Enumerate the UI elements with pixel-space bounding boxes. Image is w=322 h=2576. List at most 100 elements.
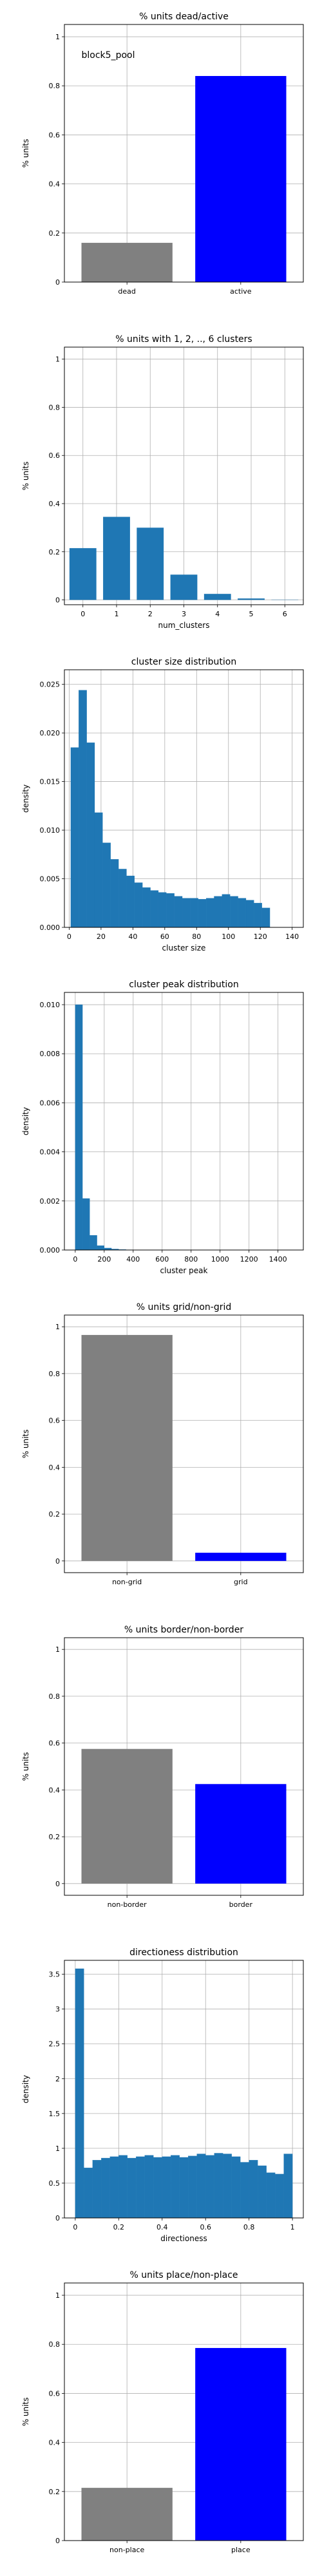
histogram-bar — [266, 2172, 276, 2219]
bar — [69, 548, 97, 600]
x-axis-label: num_clusters — [158, 621, 210, 630]
y-tick-label: 0.008 — [40, 1050, 61, 1058]
y-tick-label: 1 — [55, 355, 60, 364]
histogram-bar — [174, 896, 183, 928]
histogram-bar — [231, 2156, 241, 2219]
chart-panel: 0 0.2 0.4 0.6 0.8 1 non-border border % units bo… — [21, 1625, 304, 1909]
bar — [195, 1553, 287, 1561]
y-axis-label: density — [21, 784, 30, 813]
histogram-bar — [190, 898, 198, 928]
axes-frame — [64, 1314, 304, 1573]
x-tick-label: 0.8 — [243, 2223, 255, 2231]
histogram-bar — [153, 2157, 162, 2219]
x-tick-label: 120 — [254, 933, 267, 941]
axes-frame — [64, 1637, 304, 1896]
x-tick-label: non-border — [108, 1900, 147, 1909]
y-tick-label: 1 — [55, 2291, 60, 2300]
histogram-bar — [245, 900, 254, 928]
y-tick-label: 0.006 — [40, 1099, 61, 1107]
y-tick-label: 0.8 — [49, 1692, 61, 1701]
histogram-bar — [182, 898, 191, 928]
y-axis-label: density — [21, 2075, 30, 2103]
axes-frame — [64, 24, 304, 283]
x-tick-label: 0 — [73, 2223, 77, 2231]
x-tick-label: 600 — [155, 1255, 169, 1264]
y-axis-label: % units — [21, 462, 30, 491]
y-tick-label: 0 — [55, 1880, 60, 1888]
histogram-bar — [214, 896, 223, 928]
y-tick-label: 3.5 — [49, 1971, 61, 1979]
histogram-bar — [134, 882, 143, 928]
x-tick-label: 60 — [160, 933, 169, 941]
x-tick-label: 100 — [222, 933, 235, 941]
y-tick-label: 0.6 — [49, 451, 61, 460]
x-tick-label: 0 — [80, 610, 85, 618]
histogram-bar — [75, 1004, 83, 1251]
y-tick-label: 0 — [55, 596, 60, 605]
histogram-bar — [75, 1968, 84, 2219]
histogram-bar — [230, 896, 238, 928]
x-tick-label: grid — [234, 1578, 248, 1586]
histogram-bar — [142, 887, 151, 928]
x-tick-label: 40 — [128, 933, 137, 941]
chart-title: % units place/non-place — [129, 2270, 238, 2280]
axes-frame — [64, 669, 304, 928]
x-tick-label: 2 — [148, 610, 153, 618]
histogram-bar — [127, 2157, 137, 2219]
x-tick-label: 800 — [184, 1255, 198, 1264]
chart-panel: 0.000 0.005 0.010 0.015 0.020 0.025 0 20 40 60 80 1… — [21, 657, 304, 952]
y-tick-label: 1 — [55, 1323, 60, 1331]
x-tick-label: 140 — [285, 933, 299, 941]
y-axis-label: % units — [21, 139, 30, 168]
histogram-bar — [275, 2174, 284, 2219]
histogram-bar — [144, 2155, 154, 2219]
histogram-bar — [102, 842, 111, 928]
chart-title: % units grid/non-grid — [137, 1302, 232, 1312]
bar — [195, 1784, 287, 1884]
histogram-bar — [136, 2156, 145, 2219]
histogram-bar — [90, 1235, 97, 1251]
y-tick-label: 0.6 — [49, 2389, 61, 2398]
chart-panel: 0.000 0.002 0.004 0.006 0.008 0.010 0 200 400 600… — [21, 980, 304, 1275]
y-tick-label: 0.2 — [49, 1833, 61, 1841]
histogram-bar — [258, 2165, 267, 2219]
y-tick-label: 0.010 — [40, 826, 61, 835]
x-tick-label: 1200 — [240, 1255, 258, 1264]
x-tick-label: dead — [118, 287, 135, 296]
y-tick-label: 0.8 — [49, 403, 61, 412]
y-tick-label: 2 — [55, 2075, 60, 2083]
bar — [81, 243, 173, 282]
y-tick-label: 1 — [55, 2145, 60, 2153]
x-tick-label: 5 — [249, 610, 254, 618]
x-tick-label: 1400 — [269, 1255, 287, 1264]
x-tick-label: place — [231, 2546, 251, 2554]
histogram-bar — [158, 892, 167, 928]
histogram-bar — [188, 2155, 197, 2219]
axes-frame — [64, 346, 304, 605]
x-tick-label: active — [230, 287, 252, 296]
y-tick-label: 0.8 — [49, 1370, 61, 1378]
histogram-bar — [79, 690, 87, 928]
y-axis-label: % units — [21, 1752, 30, 1781]
x-tick-label: 200 — [97, 1255, 111, 1264]
x-axis-label: cluster peak — [160, 1266, 208, 1275]
y-tick-label: 0.2 — [49, 2488, 61, 2496]
y-tick-label: 2.5 — [49, 2040, 61, 2049]
histogram-bar — [240, 2162, 249, 2219]
x-tick-label: 400 — [126, 1255, 140, 1264]
y-tick-label: 0.8 — [49, 2340, 61, 2349]
x-tick-label: 0.2 — [113, 2223, 125, 2231]
x-tick-label: 80 — [192, 933, 201, 941]
chart-panel: 0 0.5 1 1.5 2 2.5 3 3.5 0 0.2 0.4 0.6 0.8 1 directione… — [21, 1947, 304, 2243]
y-tick-label: 0.6 — [49, 1739, 61, 1748]
bar — [195, 76, 287, 282]
chart-title: % units border/non-border — [124, 1625, 243, 1635]
histogram-bar — [179, 2157, 189, 2219]
x-tick-label: 0 — [73, 1255, 77, 1264]
y-tick-label: 0.025 — [40, 681, 61, 689]
y-tick-label: 0.5 — [49, 2179, 61, 2188]
y-tick-label: 0.2 — [49, 548, 61, 556]
histogram-bar — [223, 2154, 232, 2219]
x-tick-label: border — [229, 1900, 253, 1909]
